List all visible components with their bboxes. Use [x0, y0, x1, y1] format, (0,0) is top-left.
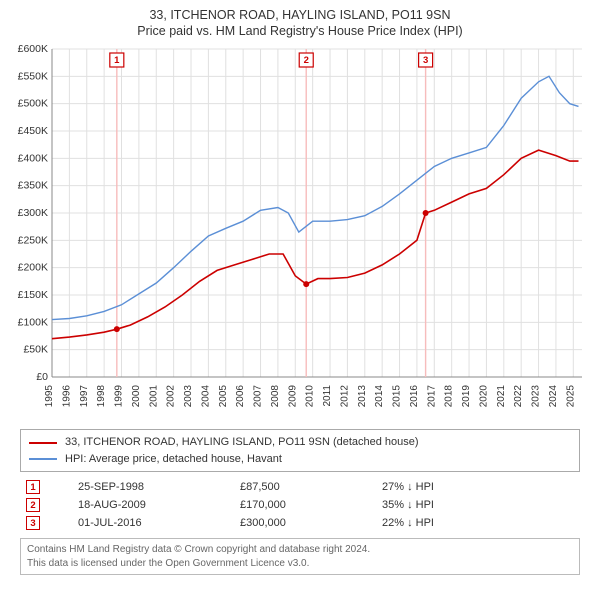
- svg-text:2007: 2007: [253, 385, 264, 408]
- sales-table: 1 25-SEP-1998 £87,500 27% ↓ HPI 2 18-AUG…: [20, 478, 580, 532]
- sale-row-1: 1 25-SEP-1998 £87,500 27% ↓ HPI: [20, 478, 580, 496]
- footnote-line-1: Contains HM Land Registry data © Crown c…: [27, 543, 573, 557]
- svg-text:£150K: £150K: [18, 289, 48, 301]
- svg-text:2025: 2025: [565, 385, 576, 408]
- chart-svg: £0 £50K £100K £150K £200K £250K £300K £350K £400…: [10, 43, 590, 423]
- svg-text:2019: 2019: [461, 385, 472, 408]
- svg-text:2008: 2008: [270, 385, 281, 408]
- svg-text:2005: 2005: [218, 385, 229, 408]
- svg-text:£400K: £400K: [18, 153, 48, 165]
- sale-delta-3: 22% ↓ HPI: [376, 514, 580, 532]
- chart-titles: 33, ITCHENOR ROAD, HAYLING ISLAND, PO11 …: [10, 8, 590, 39]
- svg-text:£450K: £450K: [18, 125, 48, 137]
- svg-text:2020: 2020: [478, 385, 489, 408]
- sale-date-2: 18-AUG-2009: [72, 496, 234, 514]
- footnote-line-2: This data is licensed under the Open Gov…: [27, 557, 573, 571]
- svg-text:£0: £0: [36, 371, 48, 383]
- svg-text:2009: 2009: [287, 385, 298, 408]
- svg-text:2010: 2010: [305, 385, 316, 408]
- svg-text:£350K: £350K: [18, 180, 48, 192]
- svg-text:2023: 2023: [531, 385, 542, 408]
- svg-text:2002: 2002: [166, 385, 177, 408]
- svg-text:2001: 2001: [148, 385, 159, 408]
- footnote: Contains HM Land Registry data © Crown c…: [20, 538, 580, 575]
- svg-text:2004: 2004: [200, 385, 211, 408]
- sale-marker-3: 3: [26, 516, 40, 530]
- svg-text:3: 3: [423, 55, 428, 66]
- svg-text:£600K: £600K: [18, 43, 48, 55]
- svg-text:2016: 2016: [409, 385, 420, 408]
- sale-date-3: 01-JUL-2016: [72, 514, 234, 532]
- sale-price-2: £170,000: [234, 496, 376, 514]
- sale-price-1: £87,500: [234, 478, 376, 496]
- sale-delta-1: 27% ↓ HPI: [376, 478, 580, 496]
- svg-text:2014: 2014: [374, 385, 385, 408]
- sale-date-1: 25-SEP-1998: [72, 478, 234, 496]
- svg-text:2000: 2000: [131, 385, 142, 408]
- sale-row-2: 2 18-AUG-2009 £170,000 35% ↓ HPI: [20, 496, 580, 514]
- svg-text:2: 2: [304, 55, 309, 66]
- svg-text:£100K: £100K: [18, 317, 48, 329]
- legend-swatch-red: [29, 442, 57, 444]
- sale-row-3: 3 01-JUL-2016 £300,000 22% ↓ HPI: [20, 514, 580, 532]
- sale-price-3: £300,000: [234, 514, 376, 532]
- title-line-1: 33, ITCHENOR ROAD, HAYLING ISLAND, PO11 …: [10, 8, 590, 24]
- svg-text:2024: 2024: [548, 385, 559, 408]
- legend-label-1: 33, ITCHENOR ROAD, HAYLING ISLAND, PO11 …: [65, 434, 419, 451]
- svg-text:2011: 2011: [322, 385, 333, 407]
- svg-text:2017: 2017: [426, 385, 437, 408]
- svg-text:2022: 2022: [513, 385, 524, 408]
- svg-text:£50K: £50K: [23, 344, 48, 356]
- svg-text:£500K: £500K: [18, 98, 48, 110]
- legend-swatch-blue: [29, 458, 57, 460]
- svg-text:£200K: £200K: [18, 262, 48, 274]
- legend: 33, ITCHENOR ROAD, HAYLING ISLAND, PO11 …: [20, 429, 580, 472]
- legend-item-2: HPI: Average price, detached house, Hava…: [29, 451, 571, 468]
- svg-text:1997: 1997: [79, 385, 90, 408]
- chart: £0 £50K £100K £150K £200K £250K £300K £350K £400…: [10, 43, 590, 423]
- svg-text:2018: 2018: [444, 385, 455, 408]
- svg-text:1996: 1996: [61, 385, 72, 408]
- svg-text:1995: 1995: [44, 385, 55, 408]
- svg-text:1998: 1998: [96, 385, 107, 408]
- svg-text:2021: 2021: [496, 385, 507, 408]
- sale-marker-2: 2: [26, 498, 40, 512]
- legend-label-2: HPI: Average price, detached house, Hava…: [65, 451, 282, 468]
- sale-delta-2: 35% ↓ HPI: [376, 496, 580, 514]
- svg-text:2012: 2012: [339, 385, 350, 408]
- svg-text:2015: 2015: [392, 385, 403, 408]
- svg-text:£250K: £250K: [18, 235, 48, 247]
- svg-text:£300K: £300K: [18, 207, 48, 219]
- svg-text:2003: 2003: [183, 385, 194, 408]
- svg-text:1999: 1999: [114, 385, 125, 408]
- svg-text:2006: 2006: [235, 385, 246, 408]
- svg-text:2013: 2013: [357, 385, 368, 408]
- title-line-2: Price paid vs. HM Land Registry's House …: [10, 24, 590, 40]
- svg-text:£550K: £550K: [18, 71, 48, 83]
- sale-marker-1: 1: [26, 480, 40, 494]
- svg-text:1: 1: [114, 55, 120, 66]
- legend-item-1: 33, ITCHENOR ROAD, HAYLING ISLAND, PO11 …: [29, 434, 571, 451]
